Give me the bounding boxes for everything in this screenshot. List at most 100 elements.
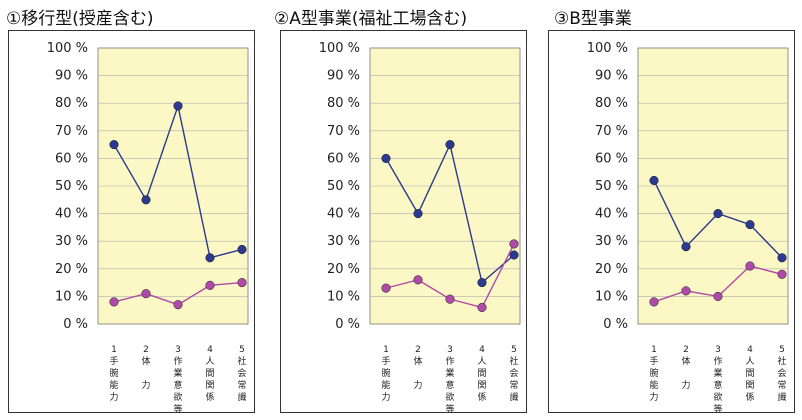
data-point: [237, 278, 247, 288]
x-category-label: 常: [237, 379, 246, 391]
x-category-label: 力: [681, 379, 690, 391]
x-category-label: 2: [683, 345, 689, 355]
x-category-label: 社: [509, 355, 518, 367]
x-category-label: 業: [445, 367, 454, 379]
y-tick-label: 100 %: [47, 41, 88, 56]
x-category-label: 意: [173, 379, 182, 391]
x-category-label: 能: [109, 379, 118, 391]
y-tick-label: 30 %: [595, 234, 628, 249]
x-category-label: 手: [109, 355, 118, 367]
x-category-label: 力: [109, 391, 118, 403]
data-point: [681, 286, 691, 296]
data-point: [109, 140, 119, 150]
y-tick-label: 30 %: [55, 234, 88, 249]
data-point: [413, 275, 423, 285]
x-category-label: 4: [747, 345, 753, 355]
x-category-label: 体: [681, 355, 690, 367]
x-category-label: 能: [381, 379, 390, 391]
x-category-label: 社: [237, 355, 246, 367]
y-tick-label: 0 %: [63, 317, 88, 332]
data-point: [445, 294, 455, 304]
x-category-label: 関: [477, 380, 486, 391]
data-point: [381, 153, 391, 163]
data-point: [445, 140, 455, 150]
y-tick-label: 40 %: [55, 207, 88, 222]
y-tick-label: 90 %: [595, 69, 628, 84]
x-category-label: 3: [175, 345, 181, 355]
x-category-label: 関: [205, 380, 214, 391]
x-category-label: 3: [715, 345, 721, 355]
panel-1-title: ①移行型(授産含む): [6, 9, 154, 29]
data-point: [649, 297, 659, 307]
y-tick-label: 10 %: [595, 289, 628, 304]
x-category-label: 社: [777, 355, 786, 367]
y-tick-label: 80 %: [55, 96, 88, 111]
data-point: [413, 209, 423, 219]
y-tick-label: 30 %: [327, 234, 360, 249]
x-category-label: 力: [413, 379, 422, 391]
x-category-label: 識: [237, 391, 246, 403]
y-tick-label: 20 %: [55, 262, 88, 277]
data-point: [141, 195, 151, 205]
data-point: [205, 253, 215, 263]
data-point: [777, 253, 787, 263]
panel-3-title: ③B型事業: [554, 9, 632, 29]
y-tick-label: 80 %: [595, 96, 628, 111]
x-category-label: 2: [143, 345, 149, 355]
data-point: [745, 220, 755, 230]
x-category-label: 人: [477, 356, 486, 367]
x-category-label: 5: [239, 345, 245, 355]
x-category-label: 常: [509, 379, 518, 391]
data-point: [713, 209, 723, 219]
x-category-label: 関: [745, 380, 754, 391]
chart-3: 0 % 10 % 20 % 30 % 40 % 50 % 60 % 70 % 80 % 90 % 1…: [548, 30, 795, 415]
x-category-label: 間: [477, 368, 486, 379]
y-tick-label: 40 %: [327, 207, 360, 222]
y-tick-label: 100 %: [587, 41, 628, 56]
y-tick-label: 60 %: [595, 151, 628, 166]
x-category-label: 人: [745, 356, 754, 367]
data-point: [509, 239, 519, 249]
x-category-label: 3: [447, 345, 453, 355]
data-point: [237, 244, 247, 255]
x-category-label: 欲: [173, 391, 182, 403]
x-category-label: 能: [649, 379, 658, 391]
x-category-label: 会: [509, 367, 518, 379]
y-tick-label: 0 %: [603, 317, 628, 332]
x-category-label: 4: [207, 345, 213, 355]
x-category-label: 力: [381, 391, 390, 403]
x-category-label: 力: [141, 379, 150, 391]
x-category-label: 識: [777, 391, 786, 403]
x-category-label: 手: [381, 355, 390, 367]
chart-1: 0 % 10 % 20 % 30 % 40 % 50 % 60 % 70 % 80 % 90 % 1…: [8, 30, 255, 415]
x-category-label: 業: [173, 367, 182, 379]
x-category-label: 常: [777, 379, 786, 391]
data-point: [173, 101, 183, 111]
x-category-label: 等: [173, 403, 182, 415]
x-category-label: 手: [649, 355, 658, 367]
x-category-label: 1: [111, 345, 117, 355]
data-point: [745, 261, 755, 271]
x-category-label: 係: [205, 392, 214, 403]
data-point: [141, 289, 151, 299]
x-category-label: 間: [205, 368, 214, 379]
x-category-label: 業: [713, 367, 722, 379]
data-point: [477, 302, 487, 312]
x-category-label: 会: [237, 367, 246, 379]
x-category-label: 体: [141, 355, 150, 367]
y-tick-label: 0 %: [335, 317, 360, 332]
y-tick-label: 70 %: [327, 124, 360, 139]
y-tick-label: 10 %: [55, 289, 88, 304]
chart-2: 0 % 10 % 20 % 30 % 40 % 50 % 60 % 70 % 80 % 90 % 1…: [280, 30, 527, 415]
x-category-label: 作: [445, 355, 454, 367]
y-tick-label: 20 %: [595, 262, 628, 277]
y-tick-label: 70 %: [55, 124, 88, 139]
panel-2-title: ②A型事業(福祉工場含む): [274, 9, 468, 29]
y-tick-label: 60 %: [327, 151, 360, 166]
y-tick-label: 90 %: [55, 69, 88, 84]
x-category-label: 力: [649, 391, 658, 403]
data-point: [381, 283, 391, 293]
x-category-label: 係: [477, 392, 486, 403]
y-tick-label: 80 %: [327, 96, 360, 111]
data-point: [713, 291, 723, 301]
